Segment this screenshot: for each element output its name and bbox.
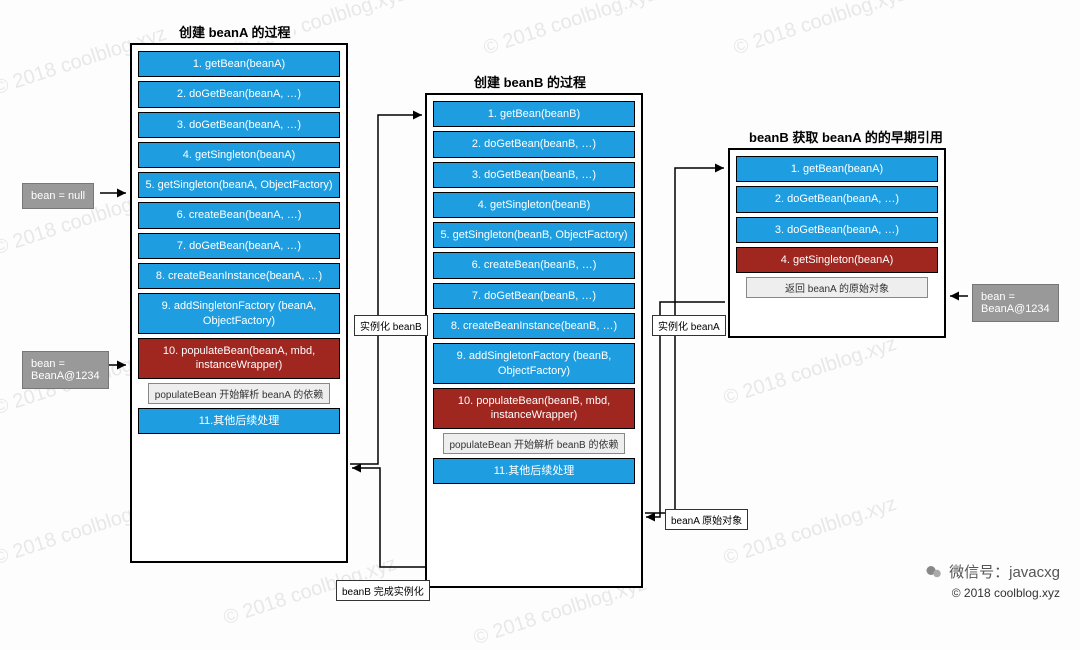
watermark: © 2018 coolblog.xyz (481, 0, 660, 60)
column-c: 1. getBean(beanA) 2. doGetBean(beanA, …) 3… (728, 148, 946, 338)
step: 6. createBean(beanA, …) (138, 202, 340, 228)
step: 4. getSingleton(beanA) (736, 247, 938, 273)
step-note: 返回 beanA 的原始对象 (746, 277, 928, 298)
step: 1. getBean(beanA) (736, 156, 938, 182)
step-note: populateBean 开始解析 beanA 的依赖 (148, 383, 330, 404)
step: 2. doGetBean(beanB, …) (433, 131, 635, 157)
arrow-label: 实例化 beanA (652, 315, 726, 336)
column-title-b: 创建 beanB 的过程 (470, 72, 590, 91)
arrow-label: beanB 完成实例化 (336, 580, 430, 601)
step: 3. doGetBean(beanB, …) (433, 162, 635, 188)
step: 10. populateBean(beanB, mbd, instanceWra… (433, 388, 635, 429)
column-b: 1. getBean(beanB) 2. doGetBean(beanB, …) 3… (425, 93, 643, 588)
step: 11.其他后续处理 (433, 458, 635, 484)
step: 5. getSingleton(beanA, ObjectFactory) (138, 172, 340, 198)
step: 8. createBeanInstance(beanA, …) (138, 263, 340, 289)
step: 10. populateBean(beanA, mbd, instanceWra… (138, 338, 340, 379)
watermark: © 2018 coolblog.xyz (721, 333, 900, 411)
footer-wechat: 微信号：javacxg (925, 561, 1060, 582)
step: 4. getSingleton(beanB) (433, 192, 635, 218)
column-title-a: 创建 beanA 的过程 (175, 22, 294, 41)
step: 3. doGetBean(beanA, …) (138, 112, 340, 138)
column-title-c: beanB 获取 beanA 的的早期引用 (745, 127, 947, 146)
footer-wechat-text: 微信号：javacxg (949, 561, 1060, 582)
step: 4. getSingleton(beanA) (138, 142, 340, 168)
arrow-label: 实例化 beanB (354, 315, 428, 336)
watermark: © 2018 coolblog.xyz (731, 0, 910, 60)
step: 11.其他后续处理 (138, 408, 340, 434)
wechat-icon (925, 563, 943, 581)
step: 8. createBeanInstance(beanB, …) (433, 313, 635, 339)
side-label: bean = null (22, 183, 94, 209)
step: 2. doGetBean(beanA, …) (736, 186, 938, 212)
step: 1. getBean(beanB) (433, 101, 635, 127)
step: 3. doGetBean(beanA, …) (736, 217, 938, 243)
column-a: 1. getBean(beanA) 2. doGetBean(beanA, …) 3… (130, 43, 348, 563)
watermark: © 2018 coolblog.xyz (721, 493, 900, 571)
side-label: bean =BeanA@1234 (22, 351, 109, 389)
step: 5. getSingleton(beanB, ObjectFactory) (433, 222, 635, 248)
side-label: bean =BeanA@1234 (972, 284, 1059, 322)
footer-copyright: © 2018 coolblog.xyz (952, 586, 1060, 600)
step: 7. doGetBean(beanA, …) (138, 233, 340, 259)
step: 7. doGetBean(beanB, …) (433, 283, 635, 309)
step-note: populateBean 开始解析 beanB 的依赖 (443, 433, 625, 454)
step: 6. createBean(beanB, …) (433, 252, 635, 278)
step: 9. addSingletonFactory (beanA, ObjectFac… (138, 293, 340, 334)
arrow-label: beanA 原始对象 (665, 509, 748, 530)
step: 9. addSingletonFactory (beanB, ObjectFac… (433, 343, 635, 384)
step: 2. doGetBean(beanA, …) (138, 81, 340, 107)
step: 1. getBean(beanA) (138, 51, 340, 77)
